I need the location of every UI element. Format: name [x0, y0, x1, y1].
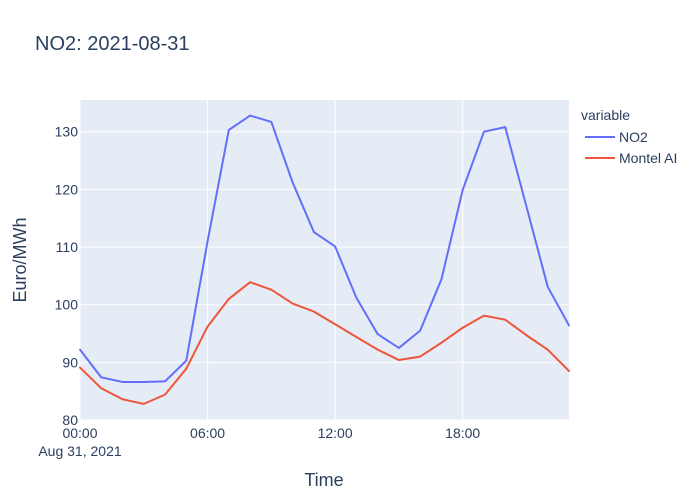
series-layer — [79, 114, 570, 405]
plot-area — [80, 100, 569, 420]
x-axis-ticks: 00:00 06:00 12:00 18:00 — [62, 425, 480, 441]
legend-item-label: NO2 — [619, 129, 648, 145]
series-line-1 — [79, 281, 570, 405]
y-tick-label: 80 — [62, 412, 78, 428]
legend-item-label: Montel AI — [619, 150, 677, 166]
x-tick-label: 12:00 — [318, 425, 353, 441]
y-tick-label: 100 — [55, 297, 79, 313]
legend-title: variable — [581, 107, 630, 123]
chart-title: NO2: 2021-08-31 — [35, 33, 190, 55]
y-axis-title: Euro/MWh — [10, 217, 30, 302]
x-axis-title: Time — [304, 470, 343, 490]
legend: variable NO2 Montel AI — [581, 107, 677, 166]
y-tick-label: 90 — [62, 354, 78, 370]
series-line-0 — [79, 114, 570, 383]
x-date-label: Aug 31, 2021 — [38, 443, 122, 459]
x-tick-label: 06:00 — [190, 425, 225, 441]
y-tick-label: 110 — [56, 239, 79, 255]
y-axis-ticks: 80 90 100 110 120 130 — [55, 124, 79, 428]
y-tick-label: 130 — [55, 124, 79, 140]
x-tick-label: 00:00 — [62, 425, 97, 441]
y-tick-label: 120 — [55, 181, 79, 197]
x-tick-label: 18:00 — [445, 425, 480, 441]
